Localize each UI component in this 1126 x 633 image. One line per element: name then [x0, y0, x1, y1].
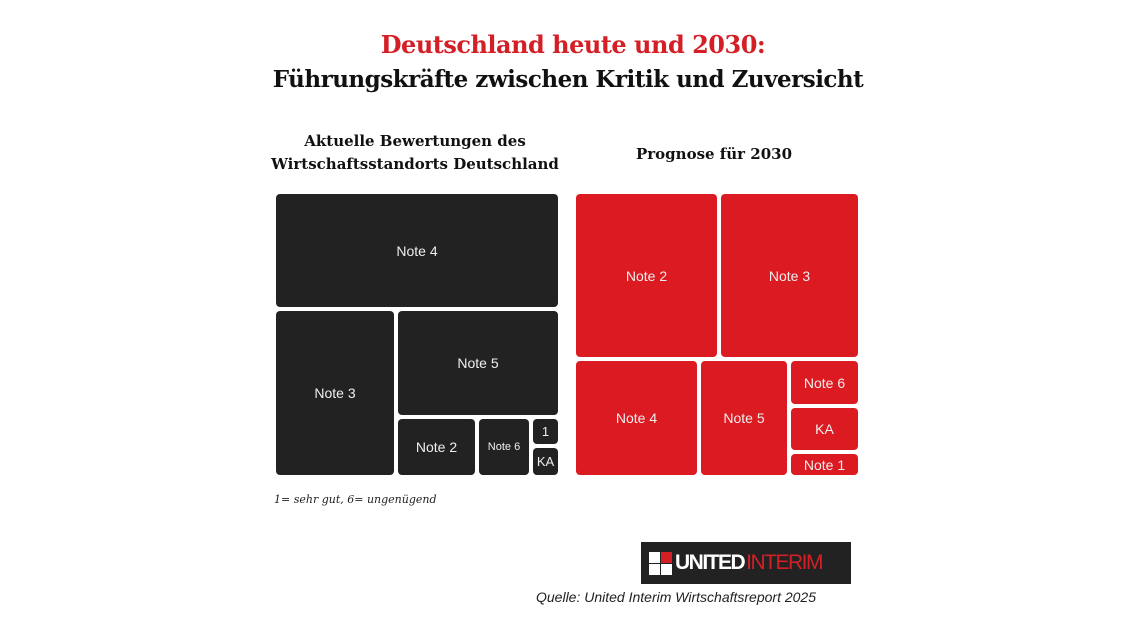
- treemap-tile: Note 6: [479, 419, 529, 475]
- treemap-tile: Note 3: [276, 311, 394, 475]
- treemap-tile: Note 1: [791, 454, 858, 475]
- right-chart-title: Prognose für 2030: [635, 145, 793, 163]
- chart-subtitle: Führungskräfte zwischen Kritik und Zuver…: [272, 66, 864, 93]
- footnote: 1= sehr gut, 6= ungenügend: [274, 493, 437, 506]
- tile-label: Note 6: [487, 441, 521, 453]
- tile-label: 1: [541, 424, 550, 439]
- tile-label: Note 6: [803, 374, 846, 391]
- treemap-tile: Note 2: [398, 419, 475, 475]
- logo-text-interim: INTERIM: [746, 551, 823, 574]
- left-chart-title: Aktuelle Bewertungen des Wirtschaftsstan…: [271, 132, 559, 173]
- logo-squares-icon: [649, 551, 672, 575]
- treemap-tile: Note 5: [398, 311, 558, 415]
- tile-label: Note 5: [457, 355, 499, 371]
- tile-label: KA: [815, 421, 834, 437]
- treemap-tile: Note 2: [576, 194, 717, 357]
- tile-label: Note 1: [803, 456, 846, 473]
- united-interim-logo: UNITED INTERIM: [641, 542, 851, 584]
- tile-label: Note 4: [615, 410, 658, 426]
- treemap-tile: KA: [791, 408, 858, 450]
- treemap-tile: 1: [533, 419, 558, 444]
- tile-label: KA: [536, 454, 555, 469]
- source-note: Quelle: United Interim Wirtschaftsreport…: [536, 589, 816, 605]
- tile-label: Note 3: [314, 385, 356, 401]
- treemap-tile: Note 3: [721, 194, 858, 357]
- tile-label: Note 2: [625, 267, 668, 284]
- treemap-tile: KA: [533, 448, 558, 475]
- treemap-tile: Note 4: [276, 194, 558, 307]
- treemap-tile: Note 4: [576, 361, 697, 475]
- treemap-tile: Note 5: [701, 361, 787, 475]
- tile-label: Note 5: [723, 410, 765, 426]
- treemap-tile: Note 6: [791, 361, 858, 404]
- tile-label: Note 2: [415, 439, 458, 455]
- tile-label: Note 4: [396, 242, 438, 259]
- tile-label: Note 3: [768, 267, 811, 284]
- chart-title: Deutschland heute und 2030:: [380, 30, 766, 59]
- logo-text-united: UNITED: [675, 551, 746, 574]
